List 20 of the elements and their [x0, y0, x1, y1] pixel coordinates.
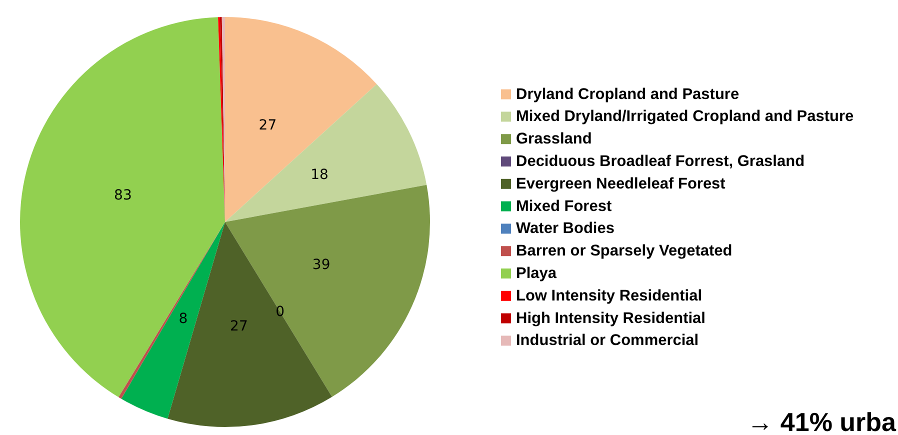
legend-label: High Intensity Residential — [516, 310, 706, 327]
text: → 41% urba — [747, 407, 897, 435]
data-label: 8 — [178, 310, 188, 327]
text: 0 — [276, 304, 285, 320]
data-label: 27 — [230, 318, 248, 335]
legend-label: Dryland Cropland and Pasture — [516, 86, 740, 103]
legend-label: Evergreen Needleleaf Forest — [516, 175, 726, 192]
data-label: 83 — [114, 187, 132, 204]
data-label: 39 — [312, 256, 330, 273]
legend-label: Industrial or Commercial — [516, 332, 699, 350]
legend-label: Mixed Dryland/Irrigated Cropland and Pasture — [516, 108, 854, 126]
legend-label: Playa — [516, 265, 557, 282]
legend-label: Grassland — [516, 130, 592, 148]
data-label: 18 — [310, 167, 328, 184]
legend-label: Deciduous Broadleaf Forrest, Grasland — [516, 153, 805, 170]
legend-label: Barren or Sparsely Vegetated — [516, 242, 732, 260]
legend-label: Mixed Forest — [516, 198, 612, 215]
legend-label: Water Bodies — [516, 220, 614, 238]
data-label: 27 — [258, 118, 277, 134]
legend-label: Low Intensity Residential — [516, 287, 702, 304]
